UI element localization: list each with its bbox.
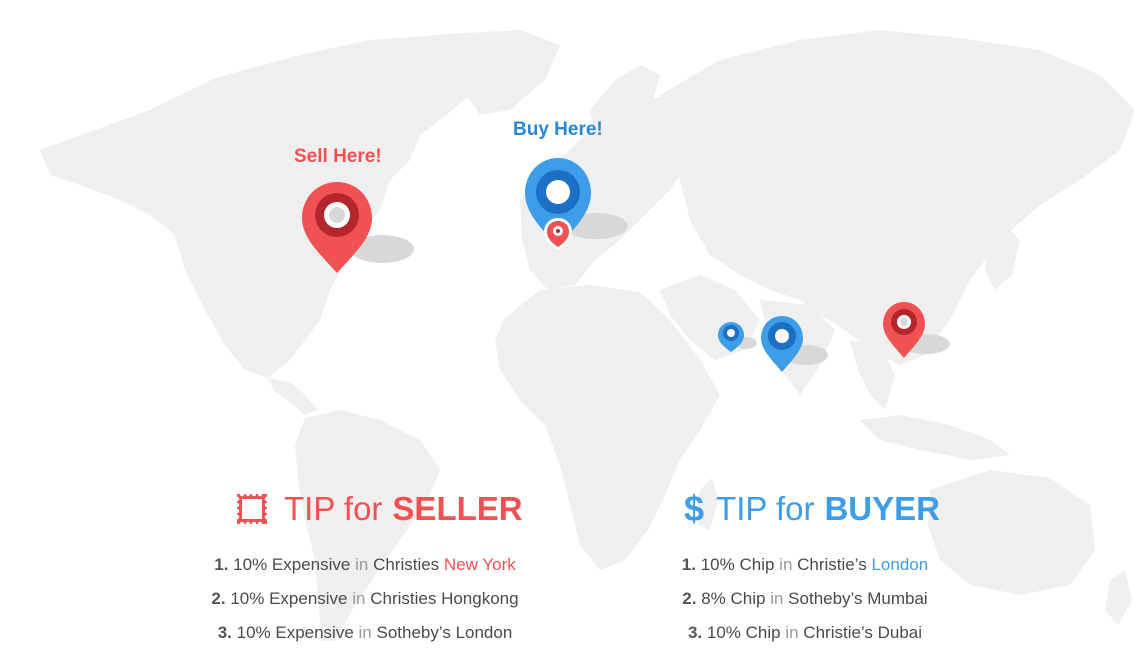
buyer-title-emphasis: BUYER [824,490,940,527]
tip-highlight: London [871,555,929,574]
tip-place: Christies [373,555,440,574]
list-item: 3. 10% Chip in Christie’s Dubai [575,616,1035,650]
tip-number: 2. [682,589,697,608]
tip-in: in [785,623,799,642]
map-pin-hongkong[interactable] [883,302,925,358]
list-item: 2. 10% Expensive in Christies Hongkong [135,582,595,616]
buyer-tips-list: 1. 10% Chip in Christie’s London 2. 8% C… [575,548,1035,650]
list-item: 2. 8% Chip in Sotheby’s Mumbai [575,582,1035,616]
tip-place: Christie’s Dubai [803,623,923,642]
tip-highlight: New York [443,555,516,574]
list-item: 3. 10% Expensive in Sotheby’s London [135,616,595,650]
tip-text: 10% Chip [706,623,781,642]
tip-number: 3. [217,623,232,642]
tip-number: 2. [211,589,226,608]
map-pin-dubai[interactable] [718,322,744,352]
dollar-icon: $ [684,488,705,529]
pin-shadow [350,235,414,263]
tip-place: Sotheby’s Mumbai [788,589,928,608]
seller-tip-heading: TIP for SELLER [234,484,523,534]
buy-here-label: Buy Here! [513,119,603,140]
tip-number: 1. [681,555,696,574]
buyer-tip-heading: $ TIP for BUYER [684,484,940,534]
map-pin-london[interactable] [525,158,591,247]
list-item: 1. 10% Chip in Christie’s London [575,548,1035,582]
tip-place: Sotheby’s London [376,623,513,642]
tip-text: 10% Expensive [236,623,354,642]
tip-text: 10% Expensive [230,589,348,608]
map-pin-london-seller[interactable] [544,218,572,250]
tip-in: in [770,589,784,608]
sell-here-label: Sell Here! [294,146,382,167]
map-pin-mumbai[interactable] [761,316,803,372]
tip-place: Christie’s [797,555,867,574]
tip-number: 3. [687,623,703,642]
tip-text: 10% Chip [700,555,775,574]
list-item: 1. 10% Expensive in Christies New York [135,548,595,582]
tip-in: in [358,623,372,642]
seller-tips-list: 1. 10% Expensive in Christies New York 2… [135,548,595,650]
tip-place: Christies Hongkong [370,589,519,608]
stamp-icon [234,491,270,527]
tip-text: 8% Chip [701,589,766,608]
seller-title-prefix: TIP for [284,490,383,527]
seller-title-emphasis: SELLER [392,490,523,527]
tip-text: 10% Expensive [233,555,351,574]
tip-in: in [352,589,366,608]
map-pin-new-york[interactable] [302,182,372,273]
buyer-title-prefix: TIP for [716,490,815,527]
tip-number: 1. [214,555,229,574]
tip-in: in [779,555,793,574]
tip-in: in [355,555,369,574]
